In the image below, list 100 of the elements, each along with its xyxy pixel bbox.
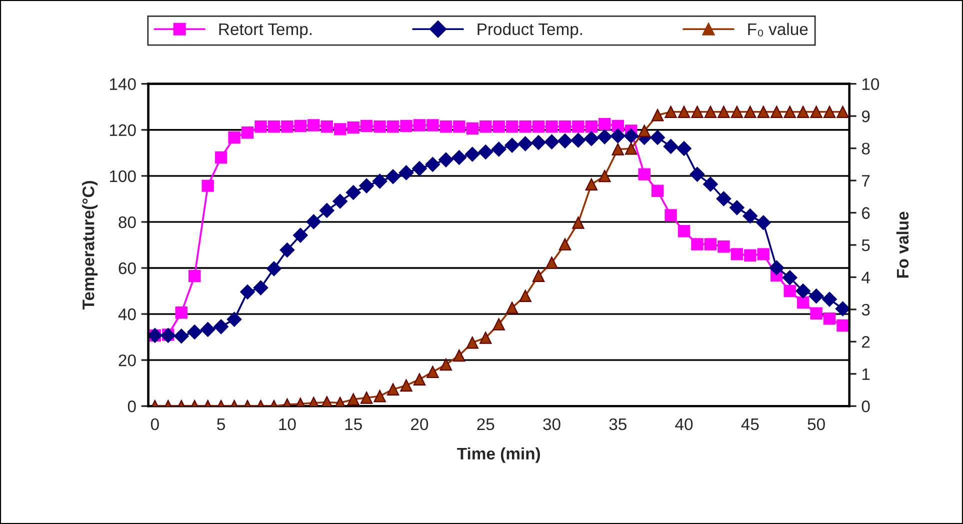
point (266, 261, 282, 276)
y-tick-label: 60 (118, 262, 136, 274)
point (690, 166, 705, 182)
point (506, 302, 518, 314)
y2-tick-label: 4 (862, 272, 870, 284)
y2-tick-label: 3 (862, 304, 870, 316)
point (360, 120, 373, 132)
x-tick-label: 25 (477, 418, 494, 430)
legend-label: Product Temp. (478, 22, 582, 38)
x-axis-title: Time (min) (457, 447, 540, 463)
point (796, 284, 810, 298)
y2-tick-label: 0 (862, 400, 870, 412)
point (492, 318, 505, 330)
point (558, 133, 572, 148)
x-tick-label: 20 (411, 418, 428, 430)
point (691, 238, 704, 250)
y-tick-label: 120 (110, 124, 136, 136)
point (546, 120, 558, 133)
point (491, 142, 506, 157)
x-tick-label: 40 (675, 418, 693, 430)
point (676, 141, 692, 156)
point (796, 106, 810, 118)
point (651, 108, 664, 122)
point (438, 152, 454, 168)
point (281, 120, 294, 133)
point (466, 122, 478, 135)
y-tick-label: 140 (110, 78, 136, 90)
y-tick-label: 0 (128, 400, 136, 412)
point (188, 270, 201, 282)
point (598, 170, 611, 182)
point (413, 373, 426, 386)
point (822, 292, 837, 307)
y-tick-label: 40 (118, 308, 136, 320)
point (359, 178, 374, 194)
point (756, 215, 771, 230)
point (412, 161, 427, 176)
point (624, 128, 639, 144)
point (823, 312, 836, 325)
point (492, 120, 505, 133)
point (386, 120, 400, 133)
point (823, 106, 836, 118)
point (770, 106, 783, 118)
point (426, 366, 439, 378)
point (425, 156, 440, 172)
point (519, 290, 532, 302)
point (585, 178, 598, 190)
point (757, 248, 770, 260)
point (332, 194, 348, 209)
point (478, 144, 494, 160)
point (678, 106, 690, 118)
point (558, 238, 572, 250)
point (598, 118, 611, 130)
point (558, 120, 572, 133)
point (294, 120, 307, 132)
point (716, 191, 732, 206)
point (360, 392, 373, 404)
point (572, 216, 584, 229)
point (757, 106, 770, 118)
point (744, 106, 756, 118)
point (610, 128, 626, 144)
point (836, 319, 849, 332)
point (519, 120, 532, 133)
point (651, 184, 664, 197)
x-tick-label: 0 (150, 418, 159, 430)
point (532, 120, 545, 133)
x-tick-label: 15 (345, 418, 362, 430)
y2-tick-label: 8 (862, 142, 870, 154)
point (638, 124, 650, 137)
point (504, 138, 520, 153)
x-tick-label: 10 (279, 418, 296, 430)
point (531, 135, 546, 150)
point (306, 214, 322, 230)
y-axis-title: Temperature(°C) (82, 181, 98, 310)
point (570, 132, 586, 148)
point (506, 120, 518, 133)
point (347, 121, 360, 134)
point (440, 358, 452, 371)
y2-tick-label: 6 (862, 207, 870, 219)
x-tick-label: 45 (741, 418, 759, 430)
point (835, 301, 850, 316)
point (664, 106, 677, 118)
point (730, 200, 744, 216)
point (532, 270, 545, 282)
point (226, 312, 242, 327)
y-tick-label: 80 (118, 216, 136, 228)
point (597, 129, 612, 144)
point (479, 120, 492, 133)
point (796, 296, 810, 309)
point (319, 203, 334, 218)
y2-tick-label: 5 (862, 240, 870, 252)
point (292, 228, 308, 243)
point (372, 174, 388, 189)
point (744, 249, 756, 262)
point (769, 260, 784, 276)
point (386, 169, 400, 184)
point (452, 150, 467, 165)
y2-axis-title: Fo value (896, 212, 909, 278)
point (374, 120, 386, 133)
point (718, 106, 730, 118)
point (398, 165, 414, 180)
